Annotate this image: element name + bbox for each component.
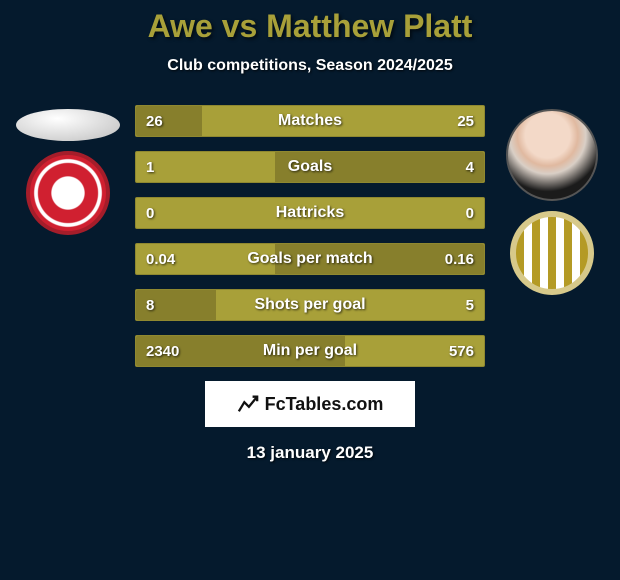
chart-icon: [237, 393, 259, 415]
player-right-photo: [506, 109, 598, 201]
stat-row: 00Hattricks: [135, 197, 485, 229]
brand-badge: FcTables.com: [205, 381, 415, 427]
stat-row: 85Shots per goal: [135, 289, 485, 321]
stat-row: 14Goals: [135, 151, 485, 183]
brand-label: FcTables.com: [265, 394, 384, 415]
page-title: Awe vs Matthew Platt: [0, 8, 620, 45]
comparison-panel: 2625Matches 14Goals 00Hattricks 0.040.16Goa…: [0, 105, 620, 367]
stats-list: 2625Matches 14Goals 00Hattricks 0.040.16Goa…: [135, 105, 485, 367]
stat-label: Min per goal: [136, 342, 484, 360]
stat-row: 2625Matches: [135, 105, 485, 137]
club-badge-right: [510, 211, 594, 295]
stat-label: Hattricks: [136, 204, 484, 222]
club-badge-left: [26, 151, 110, 235]
date-label: 13 january 2025: [247, 443, 374, 463]
stat-row: 0.040.16Goals per match: [135, 243, 485, 275]
right-side: [497, 105, 607, 295]
stat-label: Matches: [136, 112, 484, 130]
stat-label: Goals: [136, 158, 484, 176]
stat-row: 2340576Min per goal: [135, 335, 485, 367]
player-left-photo: [16, 109, 120, 141]
stat-label: Goals per match: [136, 250, 484, 268]
subtitle: Club competitions, Season 2024/2025: [0, 57, 620, 75]
stat-label: Shots per goal: [136, 296, 484, 314]
left-side: [13, 105, 123, 235]
